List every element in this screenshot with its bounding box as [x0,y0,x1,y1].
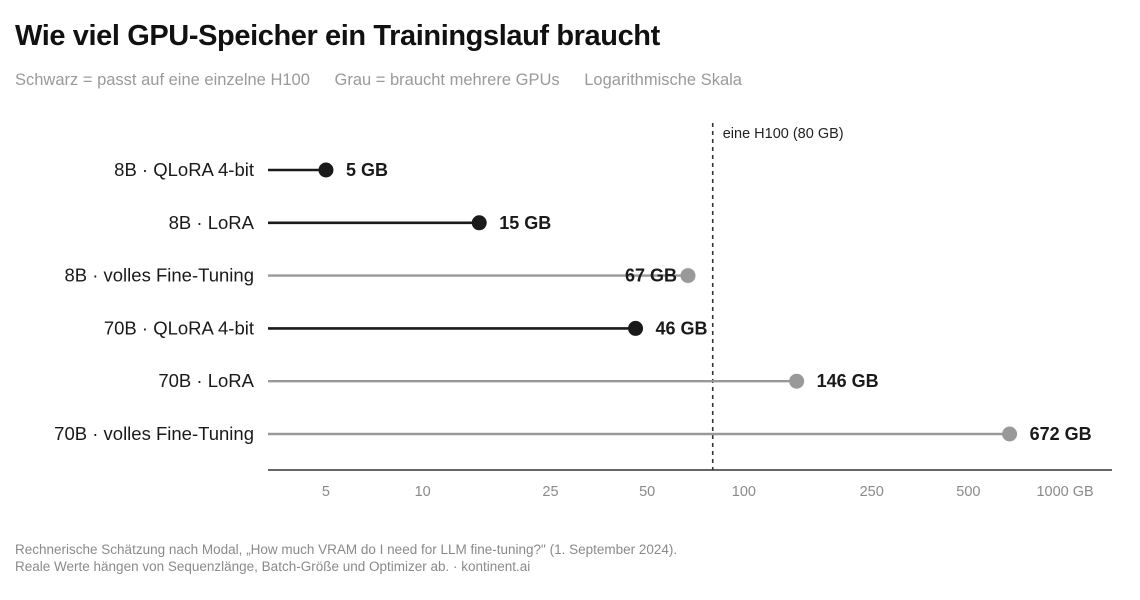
x-tick-label: 500 [956,484,980,500]
x-tick-label: 5 [322,484,330,500]
row-label: 8B · LoRA [169,212,255,233]
lollipop-dot [471,215,487,231]
lollipop-dot [318,162,334,178]
x-tick-label: 10 [415,484,431,500]
lollipop-dot [1002,426,1018,442]
chart-subtitle: Schwarz = passt auf eine einzelne H100 G… [15,71,762,90]
x-tick-label: 100 [732,484,756,500]
value-label: 5 GB [346,160,388,180]
row-label: 8B · volles Fine-Tuning [64,265,254,286]
legend-gray-note: Grau = braucht mehrere GPUs [334,71,560,89]
value-label: 146 GB [817,371,879,391]
value-label: 672 GB [1030,424,1092,444]
row-label: 8B · QLoRA 4-bit [114,159,254,180]
x-tick-label: 250 [860,484,884,500]
row-label: 70B · LoRA [158,370,254,391]
value-label: 15 GB [499,213,551,233]
scale-note: Logarithmische Skala [584,71,742,89]
value-label: 67 GB [625,266,677,286]
chart-footer: Rechnerische Schätzung nach Modal, „How … [15,541,677,575]
chart-title: Wie viel GPU-Speicher ein Trainingslauf … [15,20,660,52]
lollipop-dot [628,320,644,336]
x-tick-label: 1000 GB [1036,484,1093,500]
x-tick-label: 50 [639,484,655,500]
x-tick-label: 25 [542,484,558,500]
value-label: 46 GB [656,318,708,338]
lollipop-dot [789,373,805,389]
row-label: 70B · QLoRA 4-bit [104,317,254,338]
lollipop-dot [680,268,696,284]
row-label: 70B · volles Fine-Tuning [54,423,254,444]
legend-black-note: Schwarz = passt auf eine einzelne H100 [15,71,310,89]
footer-source: Rechnerische Schätzung nach Modal, „How … [15,542,678,557]
h100-reference-label: eine H100 (80 GB) [723,126,844,142]
footer-note: Reale Werte hängen von Sequenzlänge, Bat… [15,559,531,574]
